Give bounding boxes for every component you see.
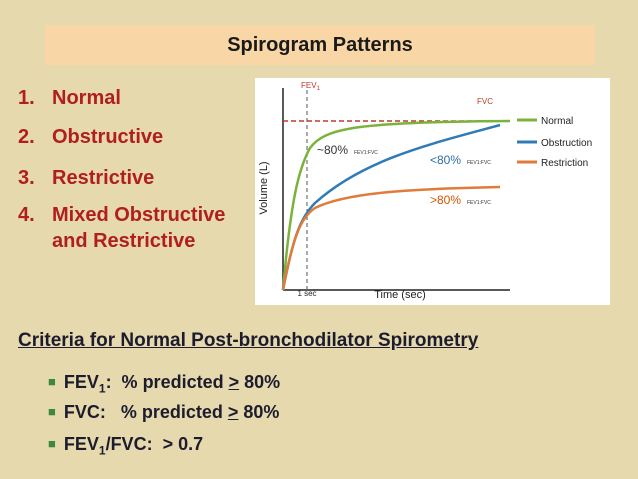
criteria-item: ■ FVC: % predicted > 80% [48, 402, 280, 422]
list-item: 3. Restrictive [18, 165, 252, 191]
ratio-note: FEV1:FVC [467, 160, 491, 166]
spirogram-figure: Volume (L) Time (sec) 1 sec FEV1 FVC ~80… [255, 78, 610, 305]
item-value: 80% [238, 402, 280, 422]
legend-label: Restriction [541, 158, 588, 169]
list-item: 1. Normal [18, 85, 252, 111]
list-number: 3. [18, 167, 35, 189]
fvc-label: FVC [477, 97, 493, 106]
fev-sub: 1 [317, 86, 321, 92]
title: Spirogram Patterns [45, 25, 595, 65]
normal-ratio: ~80% [317, 143, 348, 157]
item-name: FEV [63, 372, 99, 392]
item-name: FEV [63, 434, 99, 454]
list-text: Normal [52, 87, 121, 109]
list-item: 2. Obstructive [18, 124, 252, 150]
item-name: FVC: [63, 402, 106, 422]
list-text: Restrictive [52, 167, 155, 189]
item-op: > [228, 372, 240, 392]
x-axis-label: Time (sec) [374, 289, 426, 301]
y-axis-label: Volume (L) [258, 161, 270, 214]
ratio-note: FEV1:FVC [467, 200, 491, 206]
criteria-heading: Criteria for Normal Post-bronchodilator … [18, 330, 479, 351]
criteria-item: ■ FEV1/FVC: > 0.7 [48, 434, 204, 458]
list-number: 2. [18, 126, 35, 148]
item-op: > [227, 402, 239, 422]
item-text: : % predicted [105, 372, 229, 392]
list-number: 1. [18, 87, 35, 109]
fev-text: FEV [301, 81, 317, 90]
list-item: 4. Mixed Obstructive and Restrictive [18, 202, 252, 254]
ratio-note: FEV1:FVC [354, 150, 378, 156]
item-value: 80% [239, 372, 281, 392]
item-value: > 0.7 [162, 434, 204, 454]
figure-background [255, 78, 610, 305]
list-text: Obstructive [52, 126, 164, 148]
item-text: % predicted [105, 402, 228, 422]
item-sub: 1 [98, 381, 106, 396]
list-number: 4. [18, 204, 35, 226]
item-sub: 1 [98, 443, 106, 458]
restriction-curve [281, 185, 501, 291]
fev-label: FEV1 [301, 81, 321, 92]
item-text: /FVC: [105, 434, 163, 454]
list-text: Mixed Obstructive and Restrictive [52, 204, 226, 252]
legend-label: Normal [541, 116, 573, 127]
legend-label: Obstruction [541, 138, 592, 149]
normal-curve [281, 119, 511, 291]
tick-label: 1 sec [297, 289, 316, 298]
criteria-item: ■ FEV1: % predicted > 80% [48, 372, 281, 396]
obstruction-ratio: <80% [430, 153, 461, 167]
restriction-ratio: >80% [430, 193, 461, 207]
